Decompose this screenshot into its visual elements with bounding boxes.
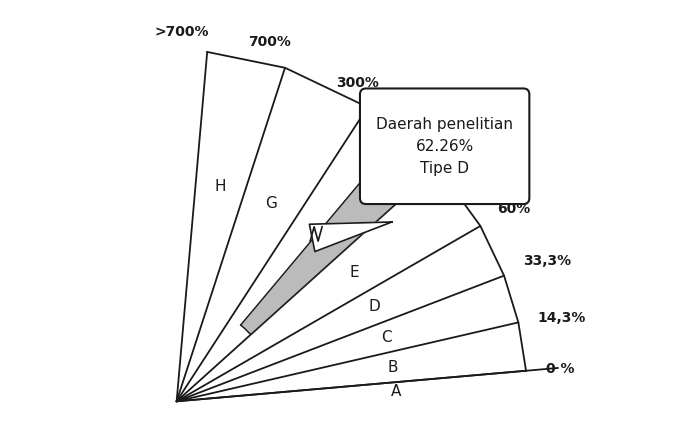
Text: 33,3%: 33,3% [523,254,570,269]
Text: 60%: 60% [498,202,531,216]
Text: 0 %: 0 % [546,362,575,376]
Text: D: D [369,299,380,314]
Text: 700%: 700% [248,35,291,49]
Text: E: E [349,265,359,280]
Text: Daerah penelitian: Daerah penelitian [376,117,513,132]
Text: H: H [215,179,226,194]
Text: 300%: 300% [335,76,379,90]
Polygon shape [309,222,392,251]
Text: Tipe D: Tipe D [420,161,469,176]
FancyBboxPatch shape [360,89,529,204]
Text: 62.26%: 62.26% [416,139,474,154]
Text: 14,3%: 14,3% [538,311,586,325]
Text: B: B [388,359,398,375]
Text: C: C [381,330,391,345]
Text: 100%: 100% [452,139,495,153]
Text: G: G [265,196,277,211]
Text: A: A [391,384,401,399]
Text: F: F [314,227,323,242]
Polygon shape [241,133,438,335]
Text: >700%: >700% [155,25,209,39]
